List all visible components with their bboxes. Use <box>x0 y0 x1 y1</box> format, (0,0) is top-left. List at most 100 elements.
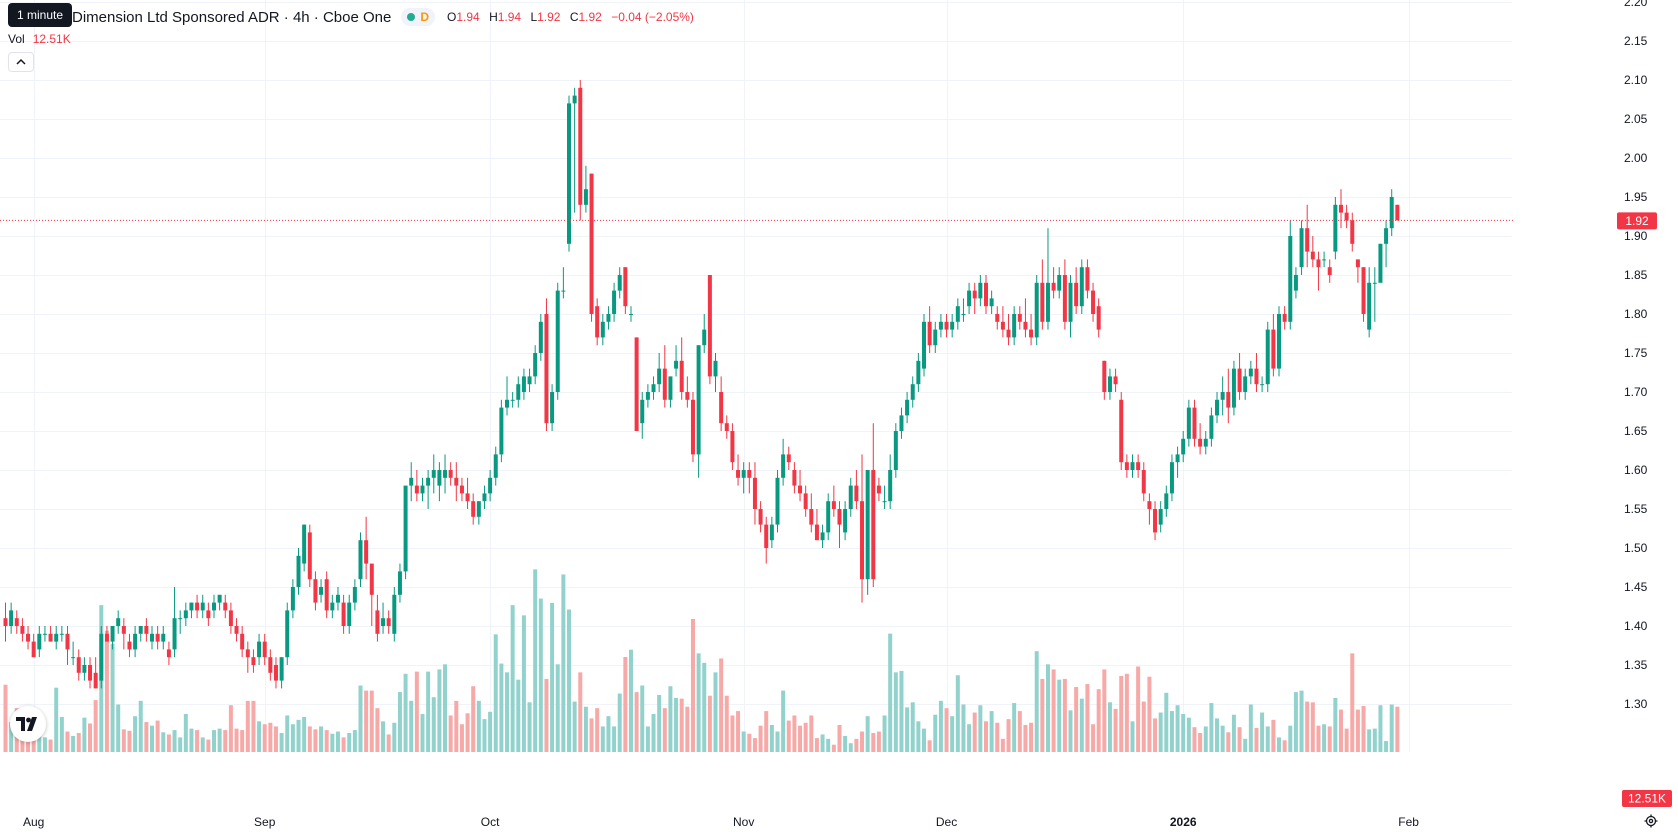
candle-body <box>1243 376 1248 392</box>
time-tick-label: Nov <box>733 815 754 829</box>
volume-bar <box>133 716 138 752</box>
candle-body <box>1372 282 1377 284</box>
volume-bar <box>245 700 250 752</box>
volume-bar <box>240 730 245 752</box>
volume-bar <box>200 737 205 752</box>
tradingview-logo-icon[interactable] <box>10 706 46 742</box>
time-tick-label: Sep <box>254 815 276 829</box>
candle-body <box>1220 392 1225 400</box>
candle-body <box>1299 228 1304 268</box>
time-axis[interactable]: Aug Sep Oct Nov Dec 2026 Feb <box>23 815 1419 829</box>
volume-bar <box>944 708 949 752</box>
candle-body <box>369 563 374 595</box>
candle-body <box>1040 282 1045 322</box>
symbol-title[interactable]: Dimension Ltd Sponsored ADR · 4h · Cboe … <box>72 8 392 26</box>
volume-bar <box>1316 725 1321 752</box>
volume-bar <box>290 724 295 752</box>
price-tick-label: 1.60 <box>1624 463 1648 477</box>
volume-bar <box>893 672 898 752</box>
volume-bar <box>826 738 831 752</box>
volume-bar <box>583 706 588 752</box>
candle-body <box>1057 275 1062 291</box>
volume-bar <box>775 731 780 752</box>
candle-body <box>110 626 115 642</box>
volume-bar <box>358 685 363 752</box>
volume-bar <box>961 704 966 752</box>
volume-bar <box>1198 733 1203 752</box>
candle-body <box>533 353 538 377</box>
volume-bar <box>905 707 910 752</box>
candle-body <box>572 95 577 104</box>
volume-bar <box>651 714 656 752</box>
volume-bar <box>228 705 233 752</box>
volume-bar <box>1265 726 1270 752</box>
volume-bar <box>42 737 47 752</box>
volume-bar <box>899 670 904 752</box>
volume-bar <box>82 717 87 752</box>
volume-bar <box>257 721 262 752</box>
candle-body <box>916 360 921 385</box>
candle-body <box>1316 259 1321 268</box>
candle-body <box>1085 267 1090 291</box>
candle-body <box>1293 275 1298 291</box>
candle-body <box>3 618 8 626</box>
volume-bar <box>76 733 81 752</box>
candle-body <box>420 485 425 494</box>
volume-bar <box>724 695 729 752</box>
volume-bar <box>471 686 476 752</box>
price-tick-label: 1.80 <box>1624 307 1648 321</box>
price-tick-label: 1.70 <box>1624 385 1648 399</box>
candle-body <box>1000 321 1005 330</box>
volume-bar <box>561 574 566 752</box>
candle-body <box>1215 399 1220 416</box>
candle-body <box>967 290 972 307</box>
volume-bar <box>144 722 149 752</box>
volume-bar <box>1040 678 1045 752</box>
series-legend[interactable]: Dimension Ltd Sponsored ADR · 4h · Cboe … <box>8 6 700 28</box>
candle-body <box>82 665 87 673</box>
time-tick-label: Aug <box>23 815 44 829</box>
candle-body <box>392 594 397 634</box>
price-tick-label: 2.15 <box>1624 34 1648 48</box>
candle-body <box>1192 407 1197 439</box>
candle-body <box>499 407 504 455</box>
volume-bar <box>493 634 498 752</box>
volume-bar <box>741 731 746 752</box>
candle-body <box>1141 470 1146 494</box>
volume-legend[interactable]: Vol 12.51K <box>8 32 71 46</box>
candle-body <box>195 602 200 611</box>
volume-bar <box>668 686 673 752</box>
candle-body <box>1091 290 1096 314</box>
volume-bar <box>448 715 453 752</box>
candle-body <box>488 477 493 494</box>
volume-bar <box>662 708 667 752</box>
candle-body <box>1124 462 1129 470</box>
volume-bar <box>172 730 177 752</box>
market-status[interactable]: D <box>401 8 436 26</box>
volume-bar <box>1355 709 1360 752</box>
collapse-legend-button[interactable] <box>8 52 34 72</box>
volume-bar <box>933 714 938 752</box>
candle-body <box>1203 438 1208 447</box>
gear-icon[interactable] <box>1642 812 1660 830</box>
candle-body <box>798 485 803 494</box>
volume-bar <box>1034 651 1039 752</box>
price-axis[interactable]: 1.30 1.35 1.40 1.45 1.50 1.55 1.60 1.65 1.70 1.75… <box>1624 0 1648 711</box>
candle-body <box>313 579 318 603</box>
volume-bar <box>409 700 414 752</box>
candle-body <box>628 314 633 315</box>
volume-bar <box>882 715 887 752</box>
candle-body <box>645 392 650 400</box>
last-price-badge-label: 1.92 <box>1625 214 1649 228</box>
volume-bar <box>1260 712 1265 752</box>
volume-bar <box>54 687 59 752</box>
candle-body <box>1395 204 1400 221</box>
candle-body <box>443 470 448 478</box>
candle-body <box>1350 220 1355 244</box>
candle-body <box>150 633 155 642</box>
low-value: 1.92 <box>537 10 561 24</box>
volume-bar <box>3 684 8 752</box>
candle-body <box>1136 462 1141 470</box>
volume-bar <box>860 731 865 752</box>
